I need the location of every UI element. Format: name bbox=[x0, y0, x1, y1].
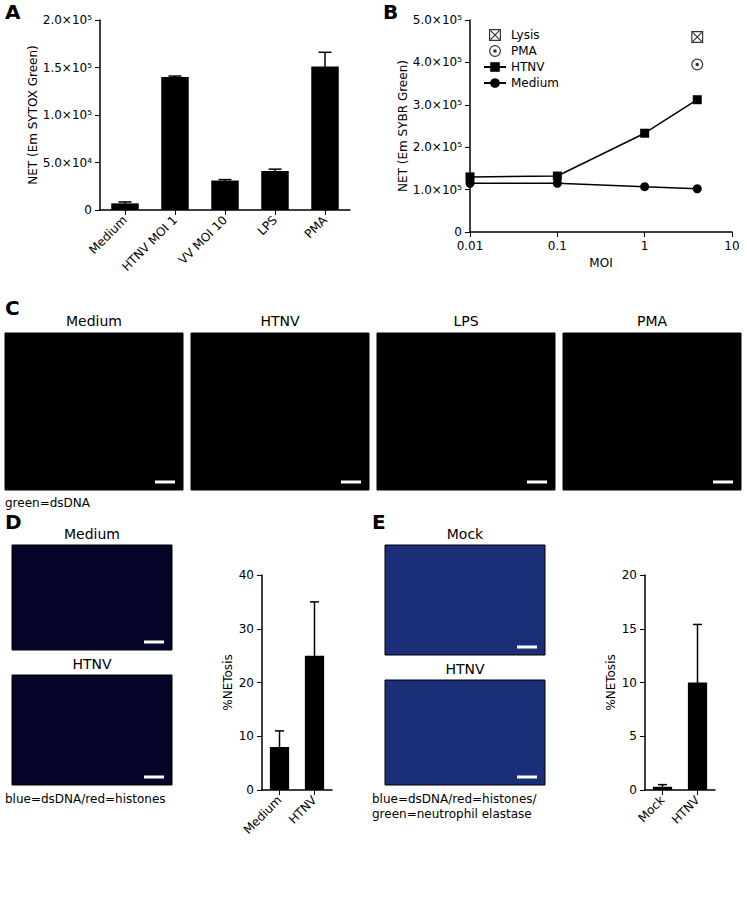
svg-text:5: 5 bbox=[629, 729, 637, 743]
svg-text:4.0×10⁵: 4.0×10⁵ bbox=[413, 55, 462, 69]
svg-text:HTNV: HTNV bbox=[669, 792, 703, 826]
svg-text:PMA: PMA bbox=[511, 44, 538, 58]
svg-text:1.0×10⁵: 1.0×10⁵ bbox=[43, 108, 92, 122]
svg-text:HTNV MOI 1: HTNV MOI 1 bbox=[119, 213, 180, 274]
svg-text:VV MOI 10: VV MOI 10 bbox=[176, 213, 230, 267]
svg-text:Medium: Medium bbox=[241, 793, 285, 837]
svg-text:A: A bbox=[5, 0, 21, 24]
svg-text:5.0×10⁵: 5.0×10⁵ bbox=[413, 13, 462, 27]
svg-text:0: 0 bbox=[246, 783, 254, 797]
svg-text:PMA: PMA bbox=[637, 313, 668, 329]
svg-text:NET (Em SYBR Green): NET (Em SYBR Green) bbox=[396, 60, 410, 192]
svg-text:HTNV: HTNV bbox=[286, 792, 320, 826]
svg-text:1.5×10⁵: 1.5×10⁵ bbox=[43, 61, 92, 75]
svg-text:0.1: 0.1 bbox=[548, 239, 567, 253]
svg-text:20: 20 bbox=[622, 568, 637, 582]
svg-text:5.0×10⁴: 5.0×10⁴ bbox=[43, 156, 92, 170]
svg-text:NET (Em SYTOX Green): NET (Em SYTOX Green) bbox=[26, 45, 40, 184]
svg-text:20: 20 bbox=[239, 676, 254, 690]
svg-text:10: 10 bbox=[724, 239, 739, 253]
svg-text:Mock: Mock bbox=[635, 793, 667, 825]
svg-text:green=neutrophil elastase: green=neutrophil elastase bbox=[372, 807, 532, 821]
svg-text:Medium: Medium bbox=[66, 313, 122, 329]
svg-text:0: 0 bbox=[629, 783, 637, 797]
svg-text:Medium: Medium bbox=[511, 76, 559, 90]
svg-text:2.0×10⁵: 2.0×10⁵ bbox=[413, 140, 462, 154]
svg-text:0: 0 bbox=[84, 203, 92, 217]
svg-text:E: E bbox=[372, 510, 386, 534]
svg-text:15: 15 bbox=[622, 622, 637, 636]
svg-text:10: 10 bbox=[622, 676, 637, 690]
svg-text:MOI: MOI bbox=[589, 256, 612, 270]
svg-text:Lysis: Lysis bbox=[511, 28, 540, 42]
svg-text:PMA: PMA bbox=[302, 212, 331, 241]
svg-text:%NETosis: %NETosis bbox=[604, 654, 618, 710]
svg-text:1: 1 bbox=[641, 239, 649, 253]
svg-text:green=dsDNA: green=dsDNA bbox=[5, 496, 91, 510]
svg-text:0.01: 0.01 bbox=[457, 239, 484, 253]
svg-text:blue=dsDNA/red=histones: blue=dsDNA/red=histones bbox=[5, 792, 166, 806]
svg-text:0: 0 bbox=[454, 225, 462, 239]
svg-text:30: 30 bbox=[239, 622, 254, 636]
svg-text:LPS: LPS bbox=[453, 313, 478, 329]
svg-text:B: B bbox=[383, 0, 398, 24]
svg-text:3.0×10⁵: 3.0×10⁵ bbox=[413, 98, 462, 112]
svg-text:10: 10 bbox=[239, 729, 254, 743]
svg-text:HTNV: HTNV bbox=[72, 656, 112, 672]
svg-text:Medium: Medium bbox=[86, 213, 130, 257]
svg-text:40: 40 bbox=[239, 568, 254, 582]
svg-text:HTNV: HTNV bbox=[511, 60, 545, 74]
svg-text:HTNV: HTNV bbox=[260, 313, 300, 329]
svg-text:1.0×10⁵: 1.0×10⁵ bbox=[413, 183, 462, 197]
svg-text:Mock: Mock bbox=[447, 526, 484, 542]
svg-text:2.0×10⁵: 2.0×10⁵ bbox=[43, 13, 92, 27]
svg-text:HTNV: HTNV bbox=[445, 661, 485, 677]
svg-text:LPS: LPS bbox=[255, 213, 280, 238]
svg-text:blue=dsDNA/red=histones/: blue=dsDNA/red=histones/ bbox=[372, 792, 538, 806]
svg-text:%NETosis: %NETosis bbox=[221, 654, 235, 710]
svg-text:Medium: Medium bbox=[64, 526, 120, 542]
svg-text:C: C bbox=[5, 296, 20, 320]
svg-text:D: D bbox=[5, 510, 22, 534]
